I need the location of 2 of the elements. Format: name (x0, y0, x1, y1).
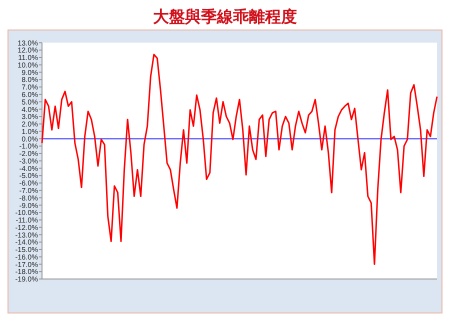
chart-title: 大盤與季線乖離程度 (153, 7, 297, 26)
line-series (41, 54, 438, 265)
